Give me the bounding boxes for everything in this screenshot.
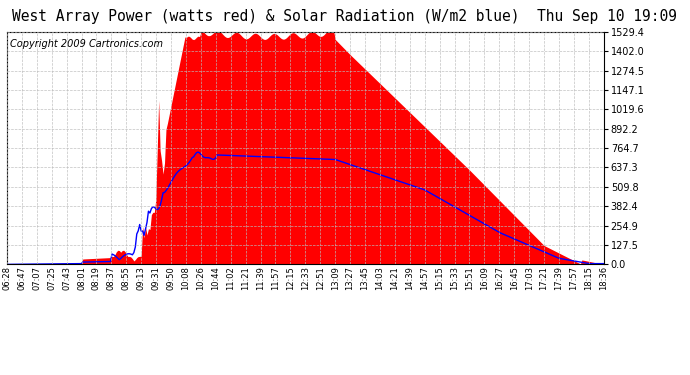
Text: Copyright 2009 Cartronics.com: Copyright 2009 Cartronics.com — [10, 39, 163, 49]
Text: West Array Power (watts red) & Solar Radiation (W/m2 blue)  Thu Sep 10 19:09: West Array Power (watts red) & Solar Rad… — [12, 9, 678, 24]
